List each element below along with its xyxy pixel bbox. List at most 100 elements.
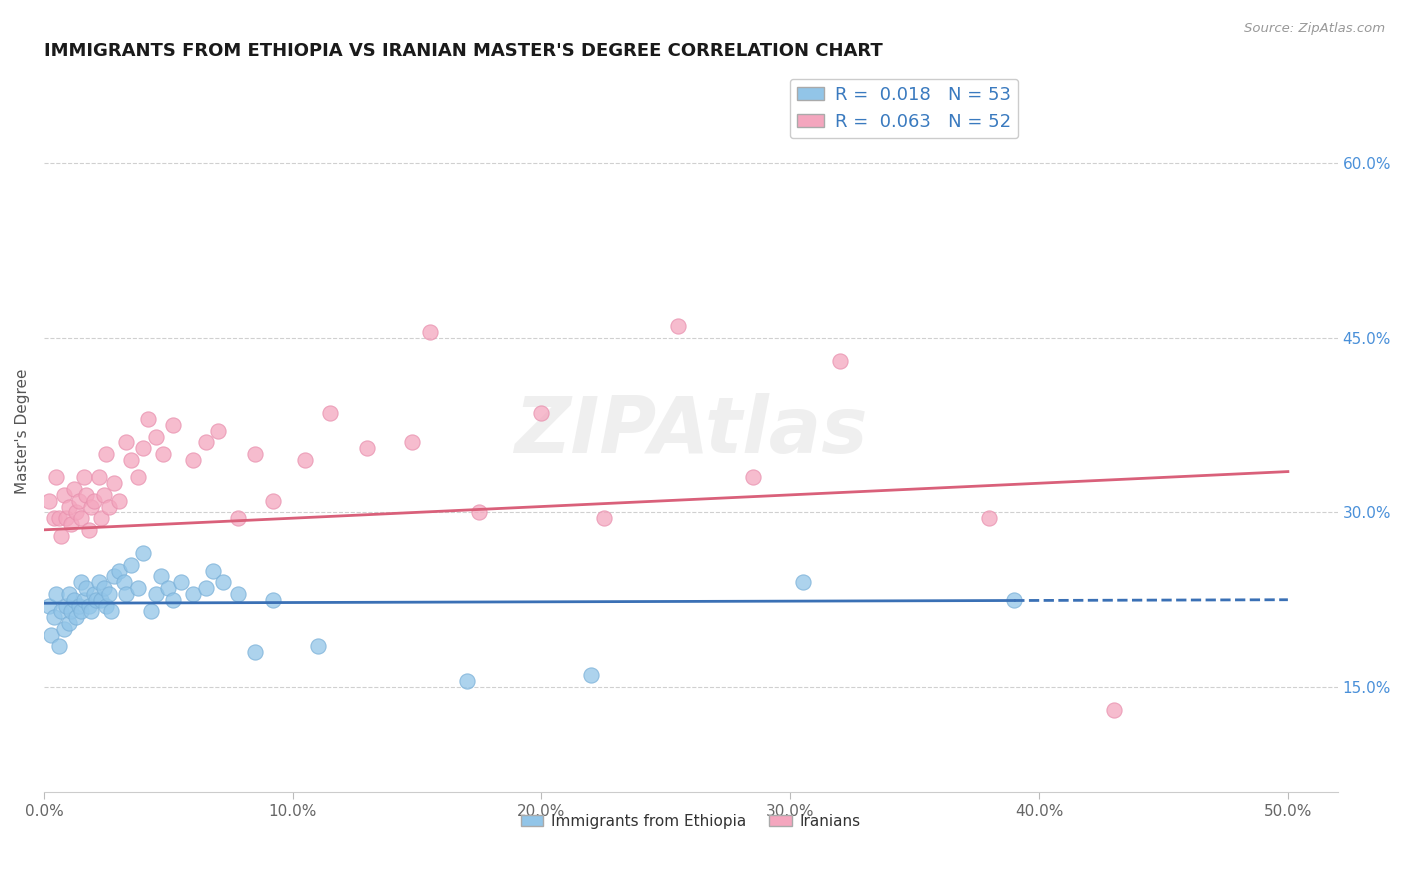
Point: [456, 674, 478, 689]
Point: [60, 604, 83, 618]
Point: [115, 435, 138, 450]
Point: [94, 599, 117, 613]
Point: [48, 511, 70, 525]
Point: [170, 575, 193, 590]
Point: [93, 581, 115, 595]
Point: [38, 599, 60, 613]
Point: [58, 500, 80, 514]
Point: [115, 587, 138, 601]
Point: [294, 453, 316, 467]
Point: [65, 505, 87, 519]
Point: [120, 453, 142, 467]
Point: [162, 417, 184, 432]
Point: [83, 587, 105, 601]
Point: [55, 511, 77, 525]
Text: Source: ZipAtlas.com: Source: ZipAtlas.com: [1244, 22, 1385, 36]
Point: [112, 575, 135, 590]
Point: [70, 511, 93, 525]
Point: [162, 592, 184, 607]
Point: [828, 354, 851, 368]
Point: [62, 592, 84, 607]
Point: [41, 628, 63, 642]
Point: [181, 453, 204, 467]
Y-axis label: Master's Degree: Master's Degree: [15, 368, 30, 493]
Point: [207, 424, 229, 438]
Point: [77, 523, 100, 537]
Point: [90, 592, 112, 607]
Point: [226, 587, 249, 601]
Point: [93, 488, 115, 502]
Point: [418, 325, 440, 339]
Point: [97, 587, 120, 601]
Point: [145, 429, 167, 443]
Point: [83, 493, 105, 508]
Point: [62, 482, 84, 496]
Point: [307, 640, 329, 654]
Point: [792, 575, 814, 590]
Point: [100, 604, 122, 618]
Point: [75, 581, 97, 595]
Point: [75, 488, 97, 502]
Point: [45, 587, 67, 601]
Point: [468, 505, 491, 519]
Point: [212, 575, 235, 590]
Point: [145, 587, 167, 601]
Point: [107, 564, 129, 578]
Point: [51, 529, 73, 543]
Point: [58, 615, 80, 630]
Point: [107, 493, 129, 508]
Point: [70, 575, 93, 590]
Point: [58, 587, 80, 601]
Point: [592, 511, 614, 525]
Point: [84, 592, 107, 607]
Point: [52, 622, 75, 636]
Point: [666, 318, 689, 333]
Point: [67, 493, 90, 508]
Point: [55, 599, 77, 613]
Point: [245, 447, 267, 461]
Point: [742, 470, 765, 484]
Point: [73, 592, 96, 607]
Point: [581, 668, 603, 682]
Point: [90, 511, 112, 525]
Point: [149, 569, 172, 583]
Point: [80, 500, 103, 514]
Point: [127, 581, 149, 595]
Legend: Immigrants from Ethiopia, Iranians: Immigrants from Ethiopia, Iranians: [515, 807, 868, 835]
Point: [38, 493, 60, 508]
Point: [42, 610, 65, 624]
Point: [51, 604, 73, 618]
Point: [87, 470, 110, 484]
Point: [77, 599, 100, 613]
Text: ZIPAtlas: ZIPAtlas: [515, 392, 868, 469]
Point: [262, 592, 284, 607]
Point: [42, 511, 65, 525]
Point: [73, 470, 96, 484]
Point: [132, 546, 155, 560]
Point: [80, 604, 103, 618]
Point: [132, 442, 155, 456]
Point: [139, 604, 162, 618]
Point: [226, 511, 249, 525]
Point: [262, 493, 284, 508]
Point: [97, 500, 120, 514]
Point: [60, 516, 83, 531]
Point: [152, 447, 174, 461]
Point: [48, 640, 70, 654]
Point: [87, 575, 110, 590]
Point: [70, 604, 93, 618]
Point: [356, 442, 378, 456]
Point: [103, 569, 125, 583]
Point: [319, 406, 342, 420]
Point: [245, 645, 267, 659]
Point: [120, 558, 142, 572]
Point: [67, 599, 90, 613]
Point: [45, 470, 67, 484]
Point: [103, 476, 125, 491]
Point: [138, 412, 160, 426]
Point: [1002, 592, 1025, 607]
Point: [401, 435, 423, 450]
Point: [127, 470, 149, 484]
Point: [202, 564, 225, 578]
Point: [194, 435, 217, 450]
